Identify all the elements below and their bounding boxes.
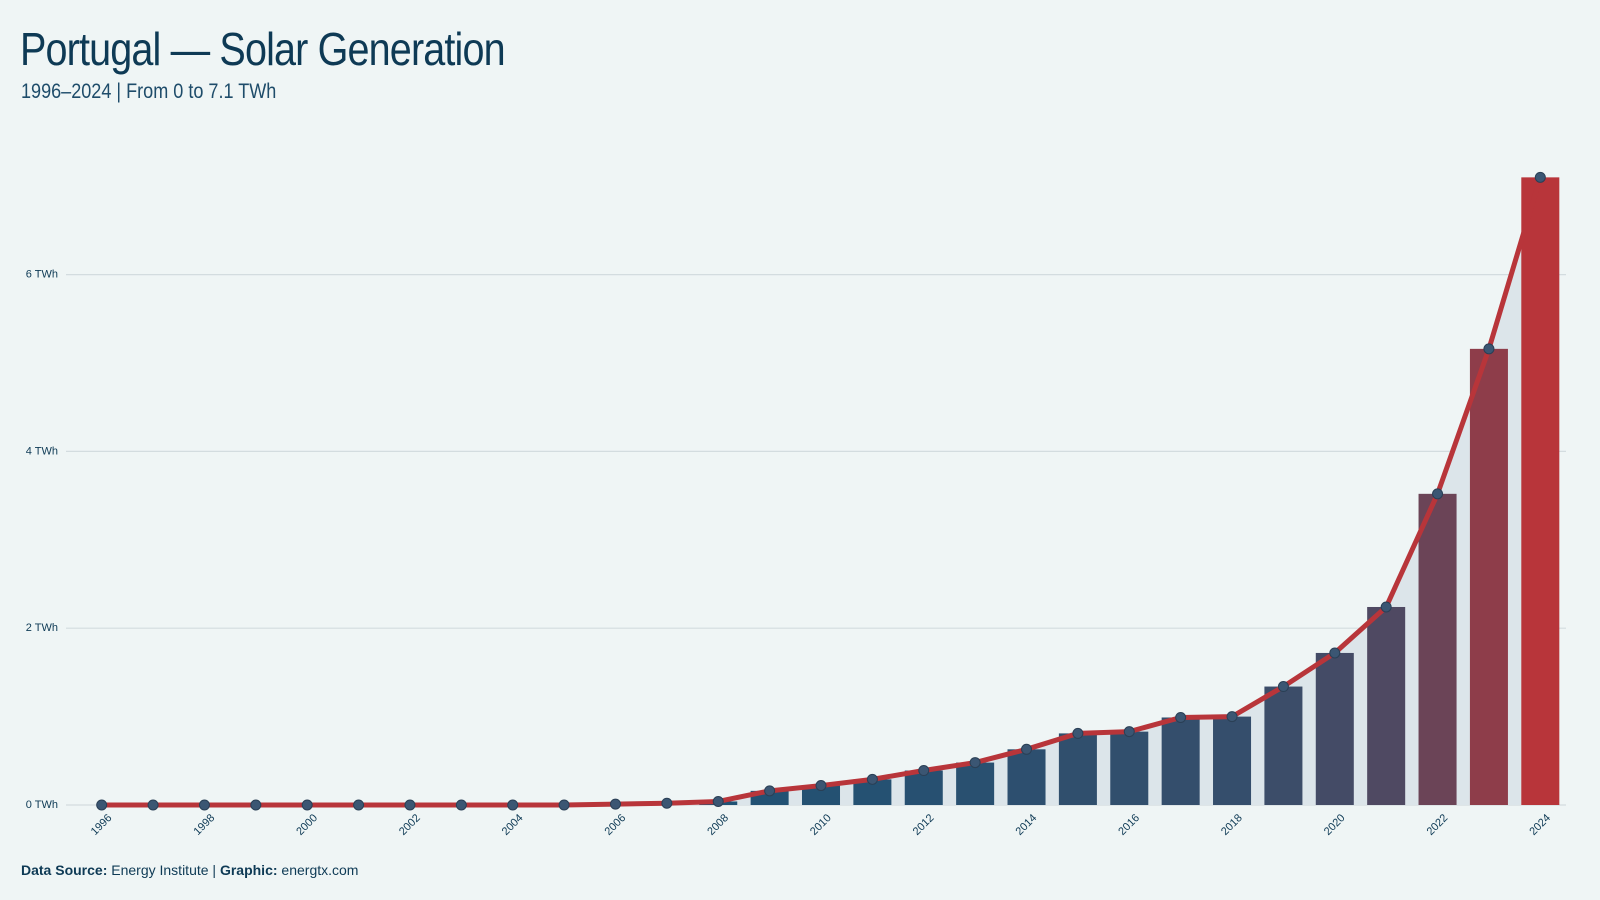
x-tick-label: 2002	[397, 812, 423, 838]
bar	[956, 762, 995, 805]
x-tick-label: 2004	[500, 812, 526, 838]
marker	[1021, 743, 1033, 755]
x-tick-label: 2022	[1425, 812, 1451, 838]
marker	[353, 799, 365, 811]
chart-subtitle: 1996–2024 | From 0 to 7.1 TWh	[21, 80, 277, 103]
marker	[301, 799, 313, 811]
bar	[1521, 177, 1560, 806]
marker	[866, 773, 878, 785]
marker	[1175, 711, 1187, 723]
marker	[1329, 647, 1341, 659]
marker	[96, 799, 108, 811]
x-tick-label: 2014	[1014, 812, 1040, 838]
marker	[764, 785, 776, 797]
bar	[1315, 652, 1354, 805]
marker	[1483, 343, 1495, 355]
x-tick-label: 2018	[1219, 812, 1245, 838]
marker	[507, 799, 519, 811]
bar	[1264, 686, 1303, 805]
x-tick-label: 2016	[1116, 812, 1142, 838]
chart-title: Portugal — Solar Generation	[20, 23, 506, 75]
marker	[661, 797, 673, 809]
bar	[904, 770, 943, 805]
y-tick-label: 6 TWh	[26, 269, 58, 281]
marker	[147, 799, 159, 811]
source-label: Data Source:	[21, 862, 108, 878]
marker	[455, 799, 467, 811]
marker	[1123, 726, 1135, 738]
marker	[815, 780, 827, 792]
marker	[1277, 681, 1289, 693]
marker	[1226, 711, 1238, 723]
marker	[969, 757, 981, 769]
separator: |	[212, 862, 217, 878]
bar	[1418, 493, 1457, 805]
graphic-label: Graphic:	[219, 862, 278, 878]
x-tick-label: 2020	[1322, 812, 1348, 838]
x-tick-label: 2000	[294, 812, 320, 838]
x-tick-label: 1998	[191, 812, 217, 838]
bar	[1007, 749, 1046, 805]
marker	[712, 795, 724, 807]
footer: Data Source: Energy Institute | Graphic:…	[21, 862, 358, 878]
source: Energy Institute	[111, 862, 209, 878]
x-tick-label: 2008	[705, 812, 731, 838]
bar	[1161, 717, 1200, 805]
marker	[1380, 601, 1392, 613]
marker	[1432, 488, 1444, 500]
bar	[801, 785, 841, 805]
marker	[1534, 171, 1546, 183]
marker	[1072, 727, 1084, 739]
marker	[250, 799, 262, 811]
graphic: energtx.com	[281, 862, 359, 878]
bar	[1058, 733, 1097, 805]
x-tick-label: 1996	[89, 812, 115, 838]
marker	[609, 798, 621, 810]
x-tick-label: 2010	[808, 812, 834, 838]
y-tick-label: 4 TWh	[26, 445, 58, 457]
marker	[198, 799, 210, 811]
bar	[1213, 716, 1252, 805]
x-tick-label: 2024	[1527, 812, 1553, 838]
y-tick-label: 2 TWh	[26, 622, 58, 634]
marker	[404, 799, 416, 811]
marker	[558, 799, 570, 811]
marker	[918, 765, 930, 777]
y-tick-label: 0 TWh	[26, 799, 58, 811]
bar	[1469, 348, 1508, 805]
x-tick-label: 2006	[603, 812, 629, 838]
x-tick-label: 2012	[911, 812, 937, 838]
bar	[1367, 606, 1406, 805]
bar	[1110, 731, 1149, 805]
